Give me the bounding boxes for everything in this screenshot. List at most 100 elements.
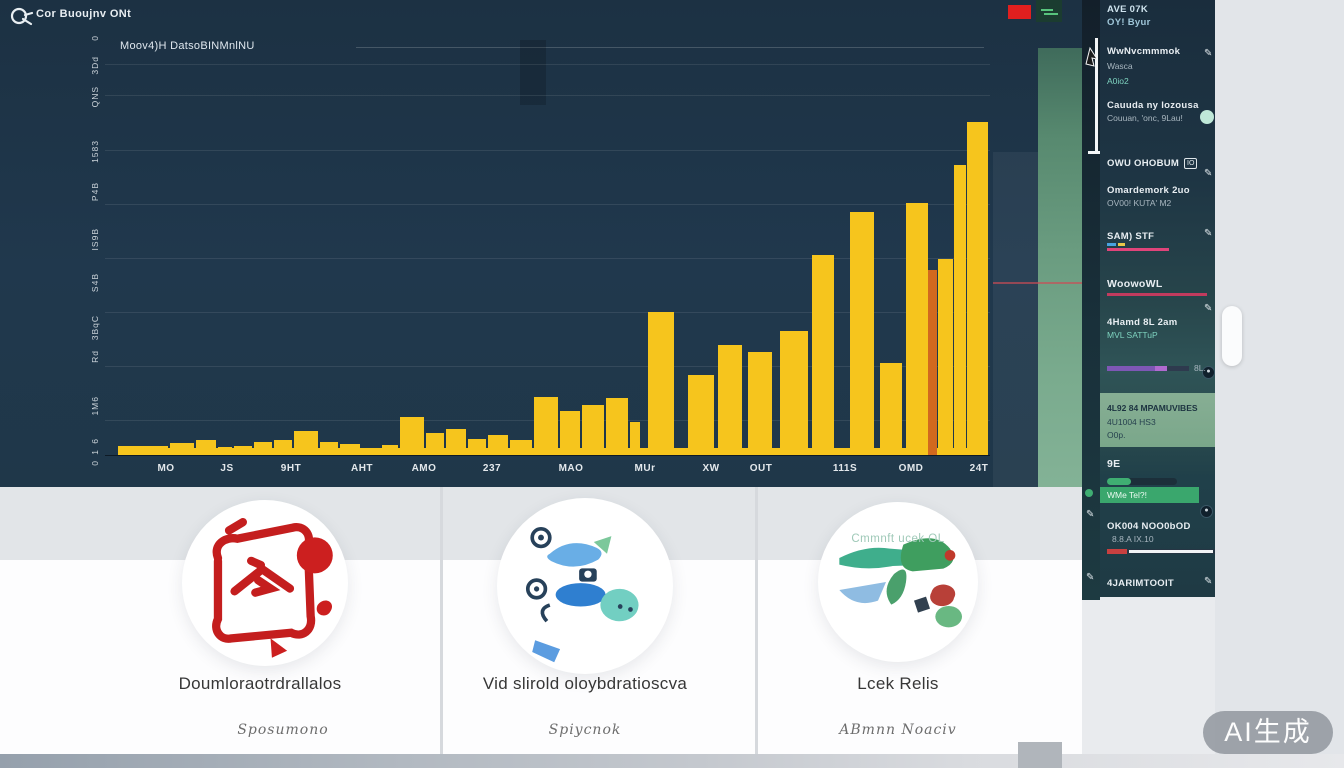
legend-red-swatch [1008,5,1031,19]
y-tick-label: 0 [90,460,100,466]
sidebar-account2-sub: 8.8.A IX.10 [1112,534,1154,544]
chart-bar [382,445,398,455]
options-dot-button[interactable]: ● [1202,366,1215,379]
x-tick-label: XW [702,463,720,474]
chart-bar [534,397,558,455]
y-tick-label: Rd [90,350,100,363]
chart-bar [850,212,874,455]
chart-highlight-region [993,152,1040,487]
progress-fill-red [1107,549,1127,554]
chart-bar [340,444,360,455]
right-gutter [1215,0,1344,768]
x-tick-label: 24T [969,463,989,474]
notice-card[interactable]: 4L92 84 MPAMUVIBES 4U1004 HS3 O0p. [1100,393,1215,447]
gridline [105,150,990,151]
progress-fill [1107,366,1155,371]
mini-dash-yellow [1118,243,1125,246]
brand-title: Cor Buoujnv ONt [36,8,132,20]
edit-pencil-icon[interactable]: ✎ [1204,303,1213,314]
gear-dot-button[interactable]: ● [1200,505,1213,518]
bottom-bar-segment [1018,742,1062,768]
legend-green-mark [1044,13,1058,15]
card-title: Lcek Relis [857,674,939,693]
stat2-underline [1107,293,1207,296]
sidebar-account-link[interactable]: A0io2 [1107,76,1129,86]
sidebar-item-stat2[interactable]: WoowoWL [1107,278,1163,290]
gridline [105,204,990,205]
sidebar-item-channel[interactable]: OWU OHOBUM [1107,158,1180,169]
x-tick-label: OUT [749,463,773,474]
y-tick-label: 3Dd [90,56,100,75]
x-tick-label: 237 [482,463,502,474]
card-circle-tools[interactable] [818,502,978,662]
mini-dash-blue [1107,243,1116,246]
card-divider [755,487,758,768]
chart-bar [954,165,966,455]
x-tick-label: JS [220,463,234,474]
notice-line3: O0p. [1107,430,1126,440]
chart-title: Moov4)H DatsoBINMnlNU [120,40,255,52]
edit-pencil-icon[interactable]: ✎ [1204,48,1213,59]
x-tick-label: AMO [411,463,437,474]
edit-pencil-icon[interactable]: ✎ [1086,509,1095,520]
sidebar-item-footer[interactable]: 4JARIMTOOIT [1107,578,1174,589]
card-circle-fish[interactable] [497,498,673,674]
chart-bar [560,411,580,455]
chart-bar [234,446,252,455]
gridline [105,312,990,313]
avatar[interactable] [1200,110,1214,124]
y-tick-label: S4B [90,273,100,293]
chart-bar [582,405,604,455]
plot-area [105,40,990,455]
chart-bar [928,270,937,455]
y-tick-label: P4B [90,182,100,202]
x-tick-label: 9HT [280,463,302,474]
chart-bar [718,345,742,455]
sidebar-item-team[interactable]: Cauuda ny lozousa [1107,100,1199,111]
sidebar-item-member[interactable]: 4Hamd 8L 2am [1107,317,1178,328]
sidebar-item-account[interactable]: WwNvcmmmok [1107,46,1181,57]
y-tick-label: 3BqC [90,315,100,341]
sidebar-report-sub: OV00! KUTA' M2 [1107,198,1172,208]
gridline [105,64,990,65]
sidebar-item-report[interactable]: Omardemork 2uo [1107,185,1190,196]
sidebar-item-stat1[interactable]: SAM) STF [1107,231,1155,242]
stat1-underline [1107,248,1169,251]
chart-bar [426,433,444,455]
edit-pencil-icon[interactable]: ✎ [1204,168,1213,179]
card-circle-downloads[interactable] [182,500,348,666]
sidebar-active-row[interactable]: WMe Tel?! [1100,487,1199,503]
edit-pencil-icon[interactable]: ✎ [1204,576,1213,587]
chart-bar [906,203,928,455]
sidebar-team-sub: Couuan, 'onc, 9Lau! [1107,113,1183,123]
doodle-green-tools-icon [839,538,962,628]
x-tick-label: 111S [832,463,858,474]
gridline [105,366,990,367]
progress-label: 8L. [1194,363,1206,373]
card-divider [440,487,443,768]
y-tick-label: 6 [90,438,100,444]
sidebar-member-sub: MVL SATTuP [1107,330,1158,340]
app-logo-icon [10,7,34,26]
y-tick-label: 1M6 [90,396,100,416]
card-subtitle: Sposumono [237,722,329,738]
chart-bar [488,435,508,455]
sidebar: AVE 07K OY! Byur WwNvcmmmok ✎ Wasca A0io… [1100,0,1215,597]
progress-fill-green [1107,478,1131,485]
edit-pencil-icon[interactable]: ✎ [1086,572,1095,583]
title-underline [356,47,984,48]
card-title: Vid slirold oloybdratioscva [482,674,688,693]
chart-bar [400,417,424,455]
x-tick-label: MO [157,463,175,474]
sidebar-item-short[interactable]: 9E [1107,458,1121,470]
edit-pencil-icon[interactable]: ✎ [1204,228,1213,239]
chart-bar [320,442,338,455]
card-title: Doumloraotrdrallalos [178,674,342,693]
x-tick-label: OMD [898,463,924,474]
circle-caption: Cmmnft ucek OL [851,533,945,545]
scrollbar-thumb[interactable] [1222,306,1242,366]
sidebar-item-account2[interactable]: OK004 NOO0bOD [1107,521,1191,532]
chart-bar [880,363,902,455]
sidebar-header-line2: OY! Byur [1107,17,1151,28]
sidebar-account-sub: Wasca [1107,61,1133,71]
